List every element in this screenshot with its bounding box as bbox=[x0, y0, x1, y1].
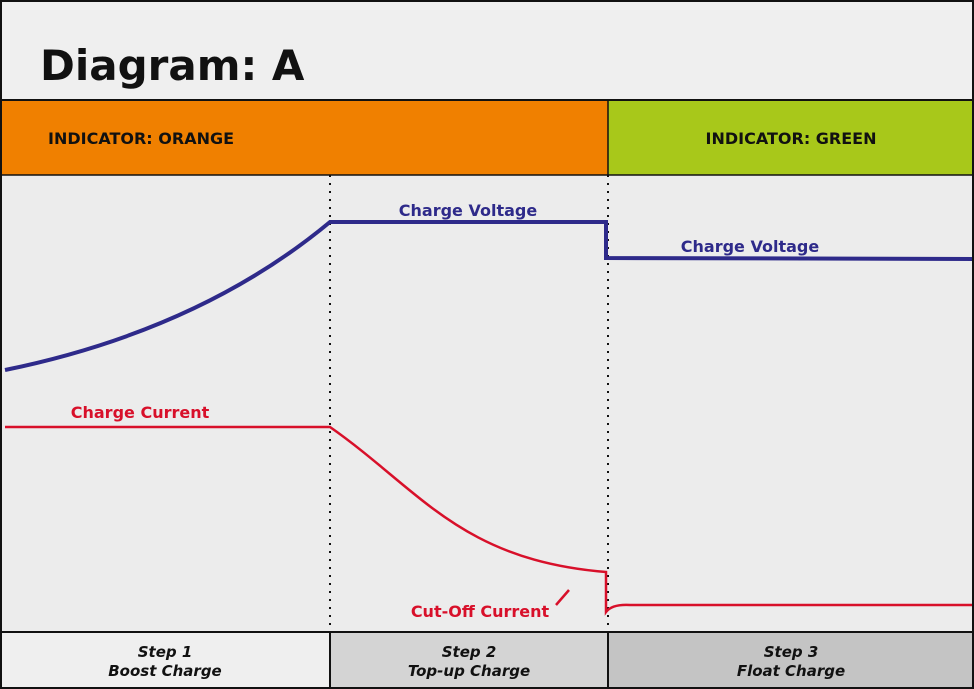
plot-area bbox=[0, 175, 974, 632]
title: Diagram: A bbox=[40, 41, 305, 90]
step-name: Top-up Charge bbox=[408, 662, 530, 680]
title-area bbox=[0, 0, 974, 100]
current-curve bbox=[5, 425, 974, 616]
step-cell bbox=[607, 631, 974, 689]
indicator-label: INDICATOR: GREEN bbox=[706, 129, 877, 148]
voltage-curve bbox=[4, 220, 974, 372]
step-number: Step 2 bbox=[442, 643, 497, 661]
step-cell bbox=[329, 631, 609, 689]
curve-label: Charge Voltage bbox=[681, 237, 820, 256]
curve-label: Charge Current bbox=[71, 403, 210, 422]
indicator-label: INDICATOR: ORANGE bbox=[48, 129, 234, 148]
step-name: Boost Charge bbox=[108, 662, 221, 680]
curve-label: Charge Voltage bbox=[399, 201, 538, 220]
step-name: Float Charge bbox=[737, 662, 845, 680]
curve-label: Cut-Off Current bbox=[411, 602, 550, 621]
green-band bbox=[608, 100, 974, 175]
step-number: Step 1 bbox=[138, 643, 193, 661]
cutoff-pointer bbox=[555, 589, 570, 606]
step-number: Step 3 bbox=[764, 643, 819, 661]
orange-band bbox=[0, 100, 608, 175]
